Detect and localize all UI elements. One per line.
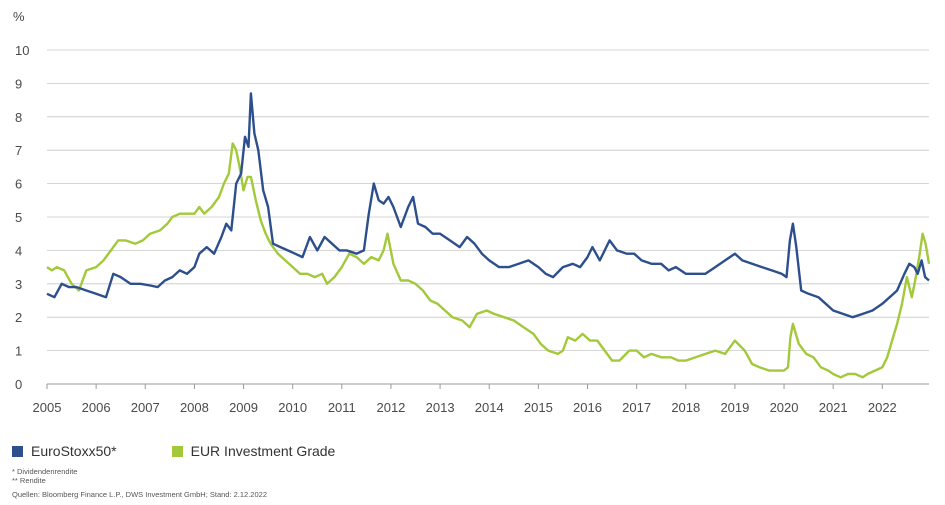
y-tick-label: 5 [15,210,22,225]
x-tick-label: 2009 [229,400,258,415]
legend-swatch-eurostoxx [12,445,23,457]
y-tick-label: 6 [15,177,22,192]
x-tick-label: 2005 [33,400,62,415]
footnotes: * Dividendenrendite ** Rendite [12,467,77,485]
x-tick-label: 2020 [770,400,799,415]
series-lines [46,92,931,379]
x-tick-label: 2022 [868,400,897,415]
legend: EuroStoxx50* EUR Investment Grade [12,443,390,459]
line-chart: 0 1 2 3 4 5 6 7 8 9 10 2005 2006 2007 2008 2009 2010 201… [13,9,931,415]
legend-label-eurostoxx: EuroStoxx50* [31,443,117,459]
y-tick-label: 3 [15,277,22,292]
y-tick-label: 8 [15,110,22,125]
y-tick-label: 1 [15,344,22,359]
series-line-eurostoxx [46,92,930,319]
legend-label-eur-ig: EUR Investment Grade [190,443,336,459]
legend-item-eurostoxx: EuroStoxx50* [12,443,117,459]
y-tick-label: 2 [15,310,22,325]
legend-swatch-eur-ig [171,445,183,457]
x-tick-label: 2008 [180,400,209,415]
y-tick-label: 4 [15,243,22,258]
legend-item-eur-ig: EUR Investment Grade [171,443,336,459]
x-tick-label: 2015 [524,400,553,415]
x-tick-label: 2016 [573,400,602,415]
y-axis-unit-label: % [13,9,25,24]
x-tick-label: 2014 [475,400,504,415]
footnote-dividend: * Dividendenrendite [12,467,78,476]
y-tick-label: 9 [15,76,22,91]
x-tick-label: 2018 [671,400,700,415]
x-tick-label: 2011 [328,400,356,415]
x-tick-label: 2012 [376,400,405,415]
x-axis-ticks: 2005 2006 2007 2008 2009 2010 2011 2012 2013 2014… [33,384,897,415]
x-tick-label: 2007 [131,400,160,415]
series-line-eur-ig [46,142,931,379]
x-tick-label: 2021 [819,400,848,415]
y-axis-ticks: 0 1 2 3 4 5 6 7 8 9 10 [15,43,29,392]
source-note: Quellen: Bloomberg Finance L.P., DWS Inv… [12,490,267,499]
x-tick-label: 2006 [82,400,111,415]
footnote-yield: ** Rendite [12,476,46,485]
gridlines [47,49,929,385]
y-tick-label: 10 [15,43,29,58]
x-tick-label: 2013 [426,400,455,415]
x-tick-label: 2010 [278,400,307,415]
x-tick-label: 2019 [720,400,749,415]
y-tick-label: 7 [15,143,22,158]
y-tick-label: 0 [15,377,22,392]
x-tick-label: 2017 [622,400,651,415]
